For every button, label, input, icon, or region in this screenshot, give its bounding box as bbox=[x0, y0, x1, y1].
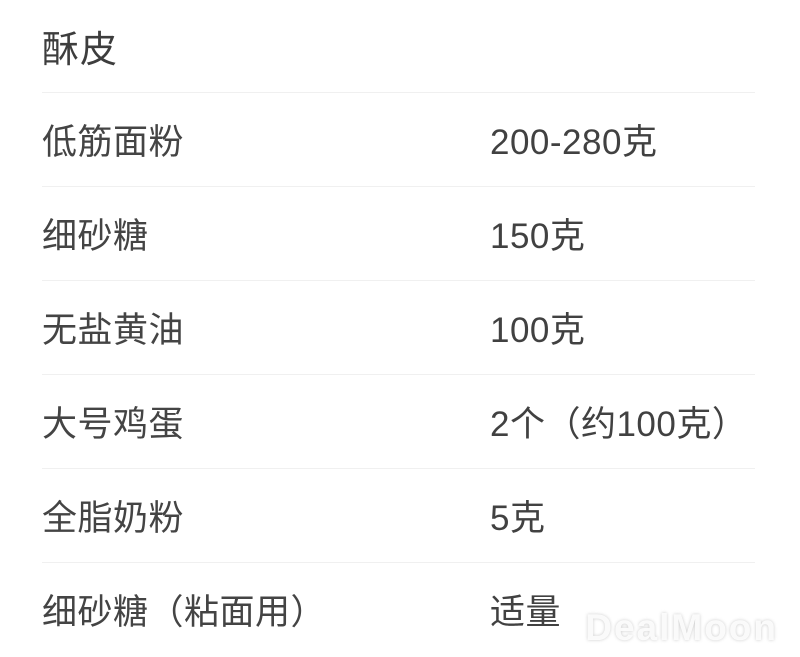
ingredient-row: 细砂糖（粘面用） 适量 bbox=[42, 563, 755, 656]
ingredient-amount: 200-280克 bbox=[490, 123, 658, 162]
ingredient-name: 大号鸡蛋 bbox=[42, 405, 185, 444]
ingredient-amount: 5克 bbox=[490, 499, 546, 538]
ingredient-amount: 适量 bbox=[490, 593, 562, 632]
section-title: 酥皮 bbox=[42, 29, 118, 70]
ingredient-row: 细砂糖 150克 bbox=[42, 187, 755, 281]
ingredient-row: 低筋面粉 200-280克 bbox=[42, 93, 755, 187]
ingredient-row: 无盐黄油 100克 bbox=[42, 281, 755, 375]
ingredient-amount: 2个（约100克） bbox=[490, 405, 748, 444]
ingredient-name: 低筋面粉 bbox=[42, 123, 185, 162]
section-header: 酥皮 bbox=[42, 0, 755, 93]
ingredient-amount: 100克 bbox=[490, 311, 586, 350]
ingredient-row: 全脂奶粉 5克 bbox=[42, 469, 755, 563]
ingredient-row: 大号鸡蛋 2个（约100克） bbox=[42, 375, 755, 469]
ingredient-name: 无盐黄油 bbox=[42, 311, 185, 350]
ingredient-name: 全脂奶粉 bbox=[42, 499, 185, 538]
ingredient-amount: 150克 bbox=[490, 217, 586, 256]
ingredient-name: 细砂糖（粘面用） bbox=[42, 593, 327, 632]
ingredient-name: 细砂糖 bbox=[42, 217, 149, 256]
